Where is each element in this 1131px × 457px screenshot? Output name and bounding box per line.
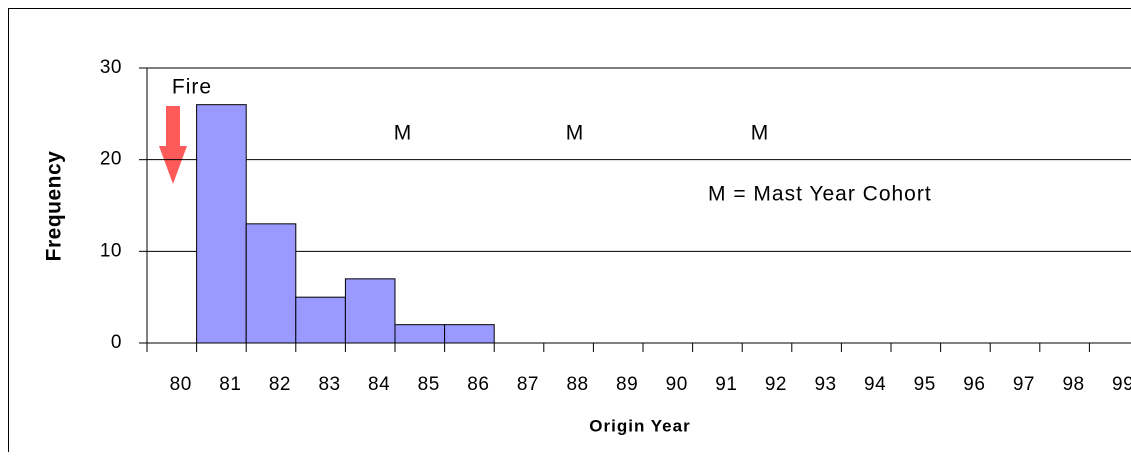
y-tick-label: 20	[100, 149, 122, 170]
x-tick-label: 84	[368, 374, 390, 395]
bar	[296, 297, 346, 343]
bar	[345, 279, 395, 343]
x-tick-label: 99	[1112, 374, 1131, 395]
bar	[445, 325, 495, 343]
x-tick-label: 95	[914, 374, 936, 395]
y-tick-label: 30	[100, 57, 122, 78]
x-tick-label: 83	[318, 374, 340, 395]
x-tick-label: 92	[765, 374, 787, 395]
bar	[197, 105, 247, 343]
x-tick-label: 88	[566, 374, 588, 395]
annotation: Fire	[172, 76, 212, 99]
x-tick-label: 85	[418, 374, 440, 395]
x-tick-label: 81	[219, 374, 241, 395]
x-tick-label: 97	[1013, 374, 1035, 395]
x-tick-label: 94	[864, 374, 886, 395]
annotation: M	[566, 122, 585, 145]
x-tick-label: 89	[616, 374, 638, 395]
x-tick-label: 82	[269, 374, 291, 395]
fire-arrow	[159, 106, 187, 184]
annotation: M	[751, 122, 770, 145]
x-tick-label: 96	[963, 374, 985, 395]
bar	[395, 325, 445, 343]
x-tick-label: 98	[1062, 374, 1084, 395]
y-tick-label: 10	[100, 240, 122, 261]
x-tick-label: 93	[814, 374, 836, 395]
y-axis-title: Frequency	[43, 151, 66, 262]
x-axis-title: Origin Year	[589, 416, 690, 435]
x-tick-label: 86	[467, 374, 489, 395]
x-tick-label: 87	[517, 374, 539, 395]
annotation: M	[394, 122, 413, 145]
bar	[246, 224, 296, 343]
x-tick-label: 80	[170, 374, 192, 395]
y-tick-label: 0	[111, 332, 122, 353]
x-tick-label: 90	[666, 374, 688, 395]
x-tick-label: 91	[715, 374, 737, 395]
annotation: M = Mast Year Cohort	[708, 183, 932, 206]
